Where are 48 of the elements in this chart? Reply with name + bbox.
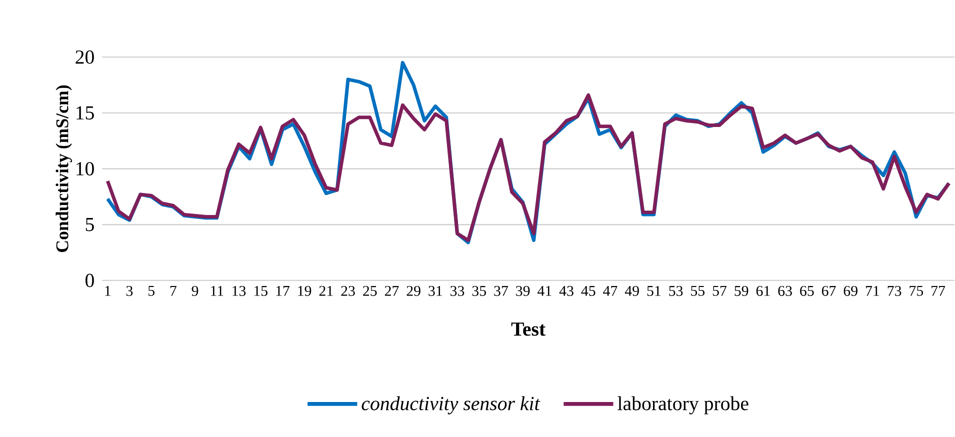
x-tick-label: 47 <box>603 286 618 296</box>
x-tick-label: 37 <box>494 286 508 296</box>
y-tick-label: 20 <box>76 50 94 64</box>
x-tick-label: 45 <box>581 286 596 296</box>
x-tick-label: 15 <box>254 286 268 296</box>
x-tick-label: 35 <box>472 286 486 296</box>
x-tick-label: 25 <box>363 286 377 296</box>
legend-label: conductivity sensor kit <box>362 396 540 414</box>
x-tick-label: 43 <box>559 286 574 296</box>
x-tick-label: 49 <box>624 286 639 296</box>
x-tick-label: 71 <box>866 286 880 296</box>
x-tick-label: 63 <box>778 286 792 296</box>
x-tick-label: 57 <box>712 286 727 296</box>
x-tick-label: 41 <box>538 286 552 296</box>
x-tick-label: 3 <box>126 286 133 296</box>
x-tick-label: 11 <box>211 286 224 296</box>
x-tick-label: 33 <box>450 286 464 296</box>
x-tick-label: 13 <box>232 286 246 296</box>
x-tick-label: 77 <box>932 286 946 296</box>
x-tick-label: 19 <box>298 286 312 296</box>
x-tick-label: 67 <box>822 286 836 296</box>
x-tick-label: 55 <box>691 286 705 296</box>
y-tick-label: 5 <box>86 218 94 232</box>
y-tick-label: 15 <box>76 106 94 120</box>
x-tick-label: 61 <box>756 286 770 296</box>
x-tick-label: 51 <box>647 286 660 296</box>
x-tick-label: 17 <box>276 286 290 296</box>
x-tick-label: 7 <box>170 286 176 296</box>
legend-label: laboratory probe <box>618 396 748 414</box>
x-tick-label: 23 <box>341 286 355 296</box>
x-tick-label: 27 <box>384 286 399 296</box>
x-axis-title: Test <box>511 322 546 336</box>
x-tick-label: 39 <box>516 286 530 296</box>
y-axis-title: Conductivity (mS/cm) <box>56 86 72 252</box>
y-tick-label: 10 <box>76 162 94 176</box>
x-tick-label: 59 <box>734 286 748 296</box>
x-tick-label: 21 <box>319 286 333 296</box>
x-tick-label: 65 <box>800 286 814 296</box>
x-tick-label: 69 <box>844 286 858 296</box>
x-tick-label: 53 <box>669 286 683 296</box>
x-tick-label: 73 <box>888 286 902 296</box>
x-tick-label: 75 <box>910 286 924 296</box>
x-tick-label: 1 <box>105 286 110 296</box>
y-tick-label: 0 <box>86 274 94 288</box>
x-tick-label: 5 <box>148 286 154 296</box>
x-tick-label: 9 <box>192 286 198 296</box>
x-tick-label: 31 <box>428 286 442 296</box>
x-tick-label: 29 <box>406 286 420 296</box>
